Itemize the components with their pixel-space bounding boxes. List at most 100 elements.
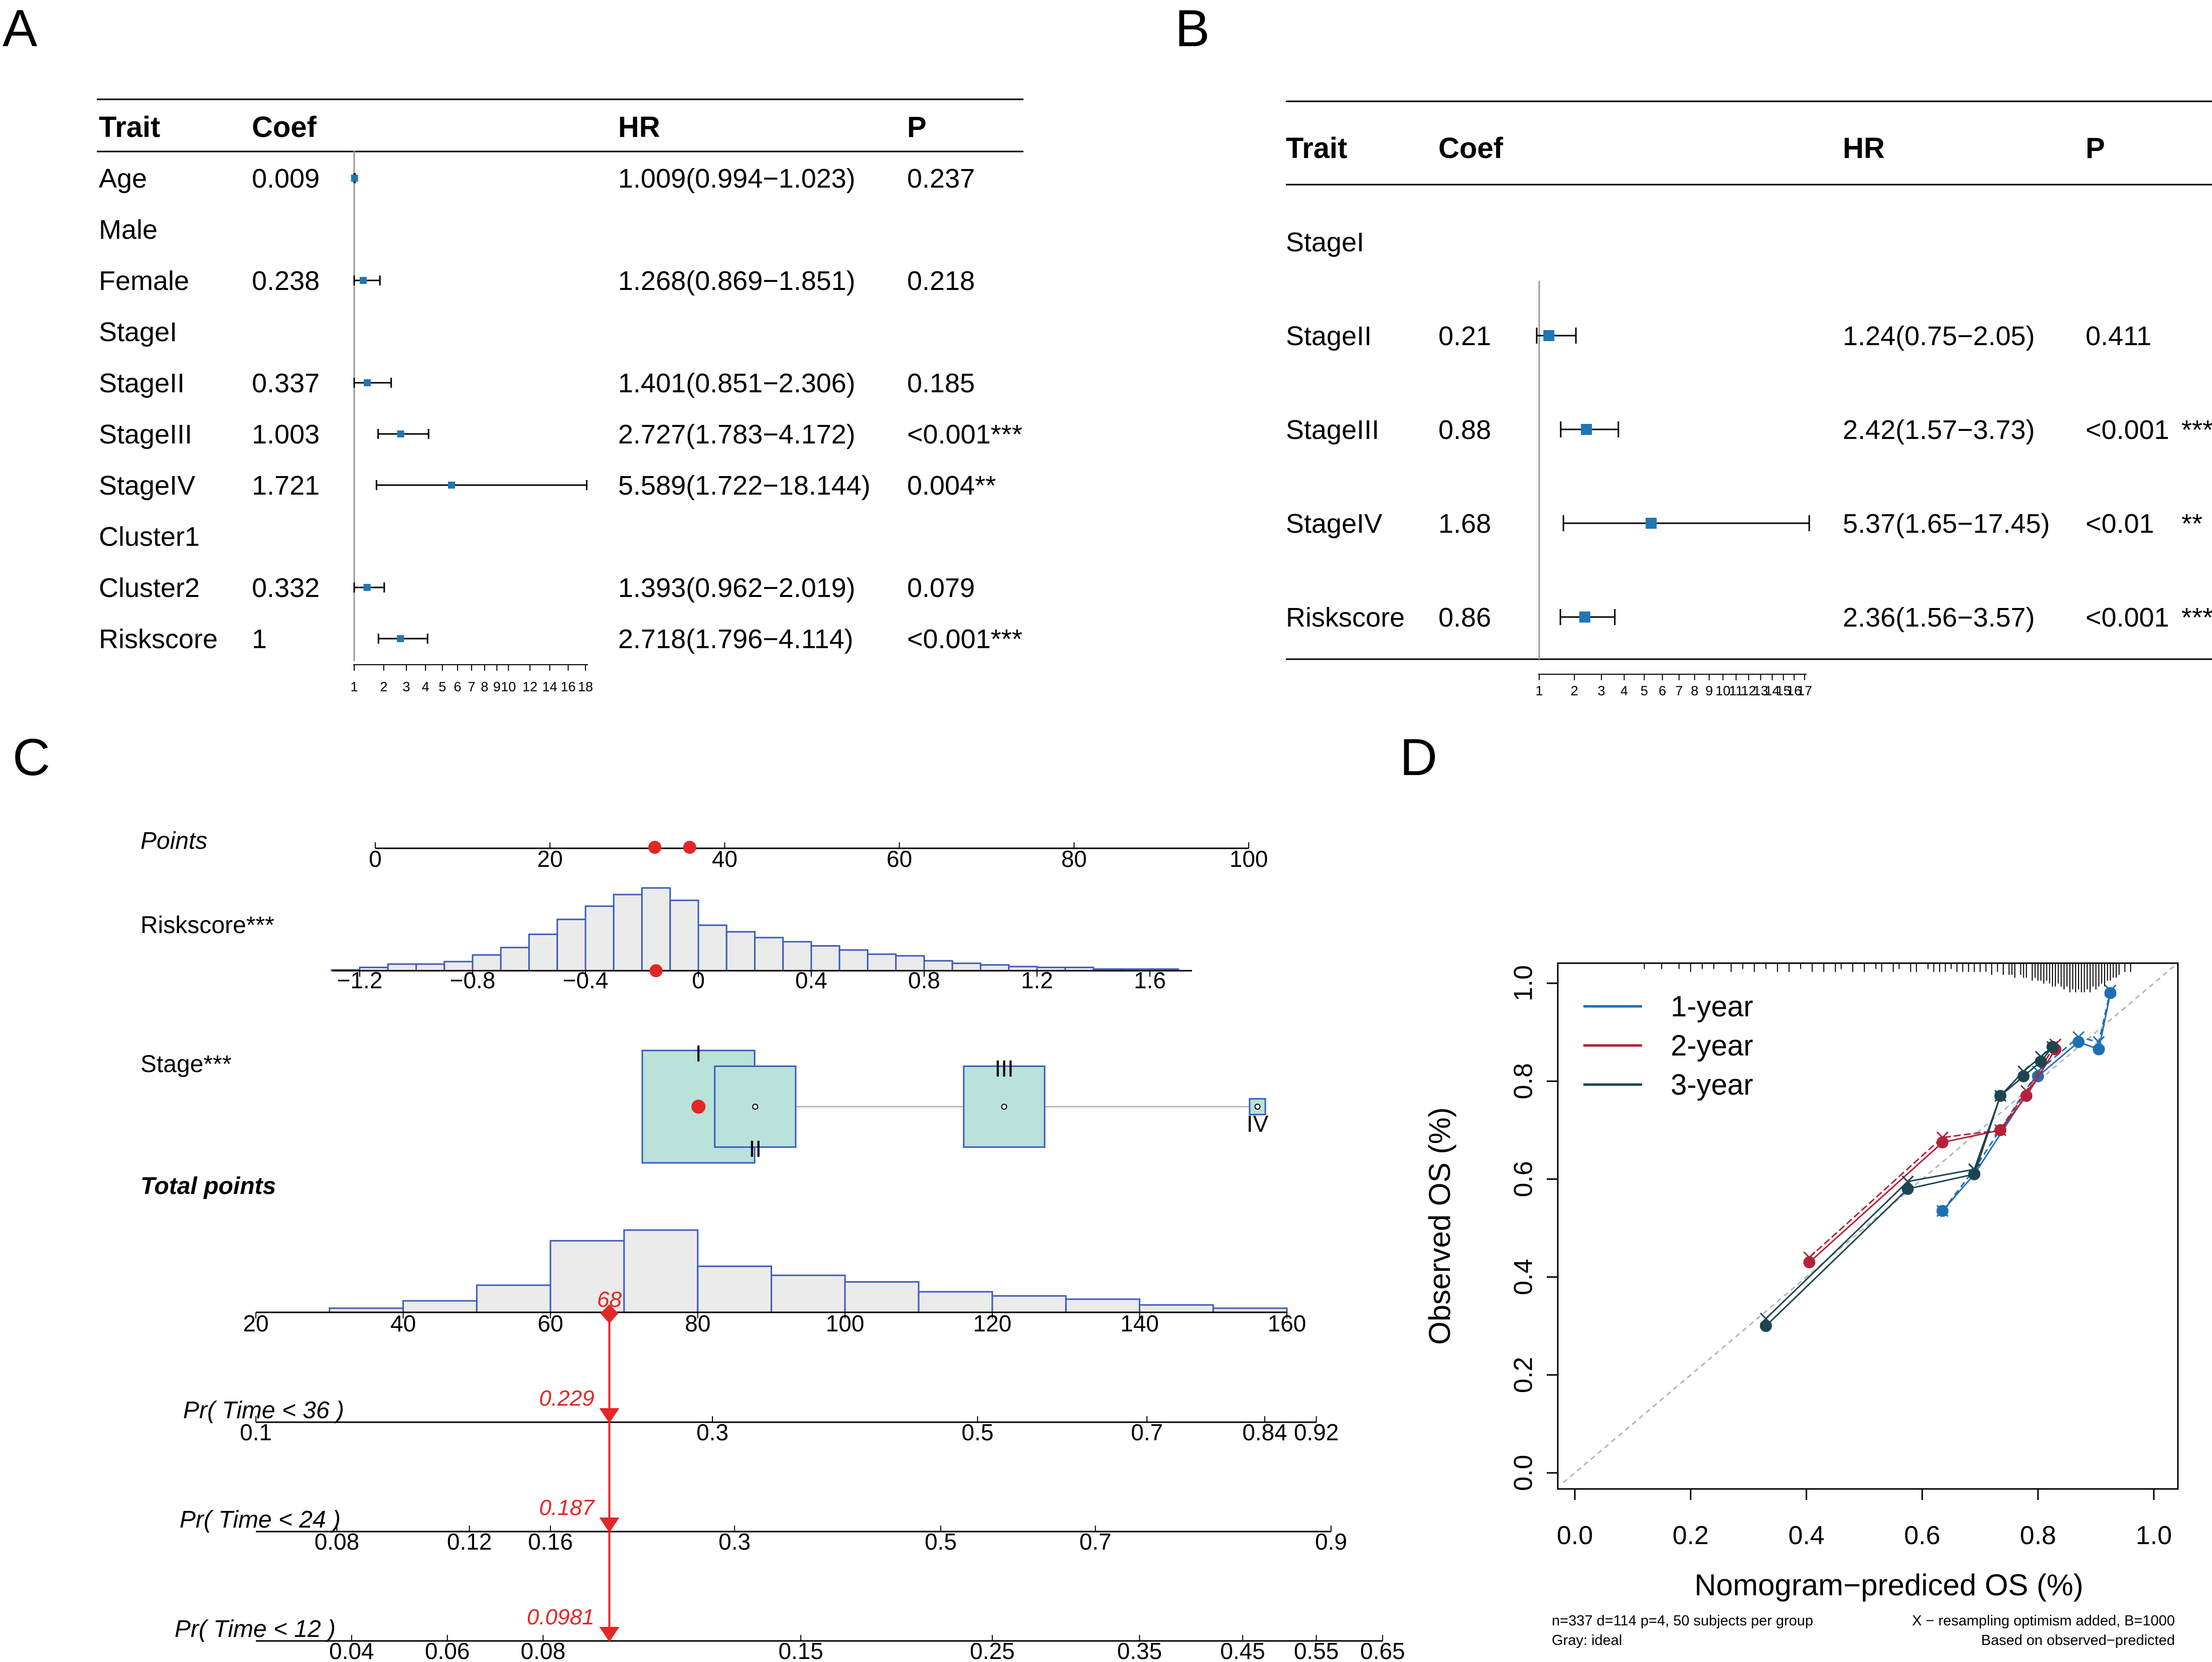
nomo-stage-center-dot — [1254, 1104, 1261, 1110]
forest-a-p-value: <0.001*** — [907, 419, 1022, 449]
forest-a-p-value: 0.237 — [907, 164, 975, 194]
forest-b-hr-text: 2.36(1.56−3.57) — [1843, 602, 2035, 633]
panel-letter-d: D — [1400, 728, 1437, 787]
forest-b-coef: 0.88 — [1438, 415, 1491, 445]
forest-b-tick-label: 16 — [1787, 683, 1802, 698]
forest-b-tick-label: 2 — [1571, 683, 1578, 698]
forest-a-header-trait: Trait — [99, 111, 161, 143]
nomo-riskscore-label: Riskscore*** — [140, 912, 274, 939]
forest-a-trait: Cluster2 — [99, 573, 200, 603]
calibration-series-x-marker — [1994, 1090, 2007, 1102]
forest-a-coef: 0.009 — [252, 164, 320, 194]
nomo-riskscore-hist-bar — [556, 919, 586, 972]
forest-a-hr-point — [359, 277, 367, 284]
forest-b-header-hr: HR — [1843, 132, 1885, 165]
nomo-points-selected-dot — [683, 841, 696, 854]
nomo-points-label: Points — [140, 828, 207, 854]
calibration-series-point — [1968, 1168, 1981, 1180]
forest-b-tick-label: 1 — [1535, 683, 1543, 698]
nomo-prob-axis-label: Pr( Time < 36 ) — [183, 1397, 344, 1424]
calibration-series-point — [2017, 1070, 2030, 1083]
nomo-riskscore-tick-label: 0.4 — [795, 967, 827, 993]
forest-b-tick-label: 8 — [1691, 683, 1698, 698]
calibration-note-left-1: n=337 d=114 p=4, 50 subjects per group — [1552, 1613, 1813, 1629]
forest-a-hr-text: 1.401(0.851−2.306) — [618, 368, 855, 398]
forest-b-p-value: 0.411 — [2086, 321, 2151, 351]
nomo-prob-tick-label: 0.45 — [1220, 1638, 1265, 1662]
nomo-total-tick-label: 100 — [826, 1310, 864, 1336]
forest-b-tick-label: 5 — [1641, 683, 1648, 698]
nomo-total-hist-bar — [844, 1281, 920, 1313]
calibration-series-x-marker — [1759, 1312, 1772, 1325]
forest-b-hr-text: 1.24(0.75−2.05) — [1843, 321, 2035, 351]
calibration-series-point — [2104, 987, 2117, 999]
nomo-riskscore-hist-bar — [613, 893, 643, 972]
nomo-riskscore-hist-bar — [641, 887, 671, 972]
forest-b-tick-label: 14 — [1764, 683, 1780, 698]
panel-letter-c: C — [13, 728, 50, 787]
forest-a-hr-point — [351, 175, 358, 182]
nomo-riskscore-hist-bar — [754, 937, 784, 972]
forest-a-hr-text: 1.268(0.869−1.851) — [618, 266, 855, 296]
forest-b-header-coef: Coef — [1438, 132, 1504, 165]
forest-b-coef: 0.86 — [1438, 602, 1491, 633]
nomo-riskscore-hist-bar — [867, 953, 897, 972]
nomo-total-hist-bar — [476, 1284, 551, 1313]
calibration-note-right-2: Based on observed−predicted — [1981, 1632, 2175, 1648]
forest-a-trait: StageIII — [99, 419, 192, 449]
calibration-y-tick-label: 0.4 — [1509, 1259, 1538, 1295]
forest-a-trait: StageIV — [99, 471, 195, 501]
nomo-points-tick-label: 20 — [537, 846, 563, 872]
nomo-riskscore-hist-bar — [528, 933, 558, 972]
nomo-total-hist-bar — [623, 1229, 699, 1313]
nomo-total-tick-label: 140 — [1120, 1310, 1159, 1336]
nomo-riskscore-tick-label: −1.2 — [337, 967, 383, 993]
nomo-riskscore-hist-bar — [387, 963, 417, 972]
calibration-x-tick-label: 0.2 — [1673, 1521, 1709, 1550]
forest-b-tick-label: 3 — [1597, 683, 1605, 698]
nomo-total-hist-bar — [771, 1274, 846, 1313]
forest-a-hr-point — [364, 379, 371, 386]
nomo-total-tick-label: 20 — [243, 1310, 268, 1336]
forest-a-hr-text: 1.393(0.962−2.019) — [618, 573, 855, 603]
panel-letter-b: B — [1175, 0, 1210, 58]
nomo-total-hist-bar — [697, 1265, 772, 1313]
calibration-series-x-marker — [1936, 1204, 1949, 1217]
nomo-riskscore-hist-bar — [951, 962, 981, 972]
nomo-stage-box — [1249, 1098, 1266, 1116]
forest-b-hr-text: 5.37(1.65−17.45) — [1843, 509, 2050, 539]
calibration-series-x-marker — [2046, 1040, 2059, 1053]
nomo-riskscore-selected-dot — [649, 964, 663, 977]
calibration-series-x-marker — [1968, 1163, 1981, 1175]
forest-a-coef: 0.332 — [252, 573, 320, 603]
nomo-prob-axis-label: Pr( Time < 12 ) — [175, 1616, 336, 1642]
nomo-total-points-axis: 20 40 60 80 100 120 140 160 — [243, 1229, 1306, 1336]
nomo-selected-probability: 0.0981 — [527, 1605, 595, 1629]
forest-a-p-value: 0.004** — [907, 471, 996, 501]
nomo-riskscore-hist-bar — [697, 924, 727, 972]
forest-b-significance: *** — [2181, 415, 2212, 445]
calibration-axes: 0.0 0.0 0.2 0.2 0.4 0.4 0.6 0.6 0.8 0.8 1.0 1.0 — [1509, 963, 2178, 1550]
forest-a-rows: Age 0.009 1.009(0.994−1.023) 0.237 Male Femal… — [99, 164, 1022, 654]
forest-a-p-value: 0.079 — [907, 573, 975, 603]
forest-a-coef: 0.238 — [252, 266, 320, 296]
nomo-total-tick-label: 60 — [538, 1310, 563, 1336]
forest-b-hr-point — [1646, 518, 1657, 529]
forest-b-p-value: <0.001 — [2086, 415, 2169, 445]
nomo-prob-tick-label: 0.5 — [962, 1419, 994, 1445]
calibration-series-x-marker — [2017, 1065, 2030, 1078]
forest-a-tick-label: 16 — [560, 679, 575, 694]
calibration-x-tick-label: 0.8 — [2020, 1521, 2056, 1550]
calibration-series-point — [1803, 1256, 1816, 1269]
forest-a-trait: Female — [99, 266, 189, 296]
forest-a-hr-point — [448, 482, 455, 489]
forest-a-trait: Male — [99, 215, 158, 245]
nomo-prob-tick-label: 0.9 — [1315, 1529, 1347, 1555]
forest-b-tick-label: 11 — [1729, 683, 1743, 698]
forest-b-header-p: P — [2086, 132, 2105, 165]
forest-a-tick-label: 6 — [454, 679, 462, 694]
forest-b-tick-label: 7 — [1675, 683, 1683, 698]
nomo-prob-tick-label: 0.5 — [925, 1529, 957, 1555]
forest-a-tick-label: 8 — [481, 679, 488, 694]
